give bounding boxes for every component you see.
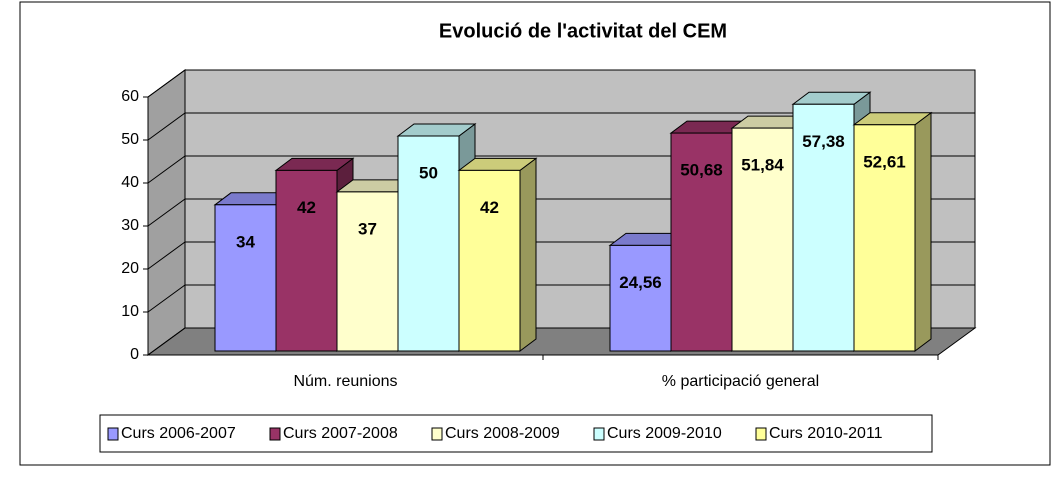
legend-label: Curs 2009-2010 — [607, 425, 722, 442]
legend: Curs 2006-2007 Curs 2007-2008 Curs 2008-20… — [107, 425, 883, 442]
y-tick-label: 60 — [121, 88, 139, 105]
bar-side — [914, 111, 932, 352]
y-tick-label: 20 — [121, 260, 139, 277]
value-label: 57,38 — [802, 132, 845, 151]
bar-side — [519, 157, 537, 352]
plot-area: 0 10 20 30 40 50 60 Núm. reunions 34 42 37 50 42 % pa… — [121, 69, 977, 390]
value-label: 51,84 — [741, 156, 784, 175]
grid-line — [147, 112, 975, 141]
y-tick-label: 30 — [121, 217, 139, 234]
bar — [397, 135, 460, 352]
bar — [458, 169, 521, 352]
value-label: 34 — [236, 232, 255, 251]
legend-label: Curs 2008-2009 — [445, 425, 560, 442]
value-label: 42 — [297, 198, 316, 217]
bar — [670, 132, 733, 352]
y-tick-label: 40 — [121, 174, 139, 191]
value-label: 52,61 — [863, 152, 906, 171]
bar — [792, 103, 855, 352]
legend-box — [99, 414, 933, 453]
bar — [214, 204, 277, 352]
legend-label: Curs 2010-2011 — [769, 425, 883, 442]
value-label: 50,68 — [680, 161, 723, 180]
legend-key — [269, 427, 281, 441]
legend-key — [755, 427, 767, 441]
legend-key — [593, 427, 605, 441]
value-label: 50 — [419, 163, 438, 182]
x-tick-label: Núm. reunions — [293, 373, 397, 390]
bar — [853, 124, 916, 352]
y-tick-label: 50 — [121, 131, 139, 148]
chart-title: Evolució de l'activitat del CEM — [439, 20, 727, 42]
value-label: 24,56 — [619, 273, 662, 292]
legend-label: Curs 2006-2007 — [121, 425, 236, 442]
bar — [275, 169, 338, 352]
legend-key — [431, 427, 443, 441]
value-label: 42 — [480, 198, 499, 217]
y-tick-label: 0 — [130, 346, 139, 363]
x-tick-label: % participació general — [662, 373, 819, 390]
legend-key — [107, 427, 119, 441]
bar — [609, 244, 672, 352]
value-label: 37 — [358, 219, 377, 238]
y-tick-label: 10 — [121, 303, 139, 320]
bar — [336, 191, 399, 352]
grid-line — [147, 69, 975, 98]
legend-label: Curs 2007-2008 — [283, 425, 398, 442]
bar — [731, 127, 794, 352]
